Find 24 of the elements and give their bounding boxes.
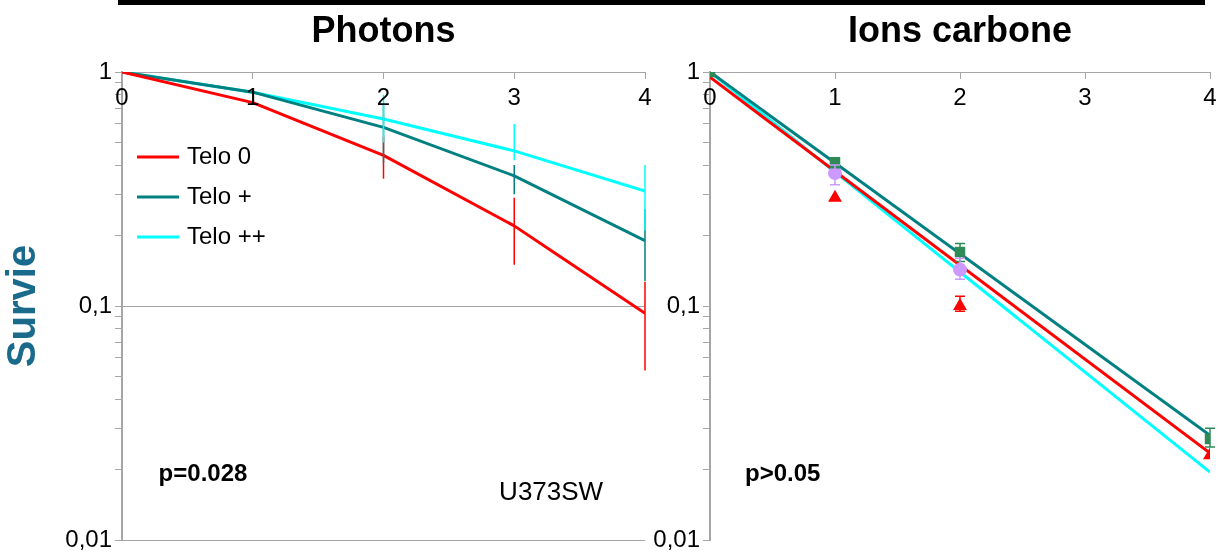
legend-label: Telo + — [187, 181, 252, 209]
annotation: p>0.05 — [745, 459, 821, 487]
y-tick-label: 0,01 — [653, 524, 700, 552]
y-axis-title: Survie — [0, 244, 44, 368]
annotation: p=0.028 — [158, 459, 248, 487]
x-tick-label: 2 — [953, 82, 967, 110]
x-tick-label: 1 — [828, 82, 842, 110]
y-tick-label: 0,1 — [666, 290, 700, 318]
chart-title: Photons — [311, 8, 456, 50]
y-tick-label: 0,01 — [65, 524, 112, 552]
legend-label: Telo ++ — [187, 221, 266, 249]
x-tick-label: 4 — [1203, 82, 1217, 110]
x-tick-label: 4 — [638, 82, 652, 110]
y-tick-label: 1 — [98, 56, 112, 84]
legend-label: Telo 0 — [187, 141, 252, 169]
x-tick-label: 0 — [115, 82, 129, 110]
x-tick-label: 3 — [1078, 82, 1092, 110]
annotation: U373SW — [499, 476, 604, 507]
y-tick-label: 0,1 — [78, 290, 112, 318]
chart-title: Ions carbone — [847, 8, 1073, 50]
x-tick-label: 0 — [703, 82, 717, 110]
y-tick-label: 1 — [686, 56, 700, 84]
x-tick-label: 2 — [376, 82, 391, 110]
x-tick-label: 3 — [507, 82, 521, 110]
